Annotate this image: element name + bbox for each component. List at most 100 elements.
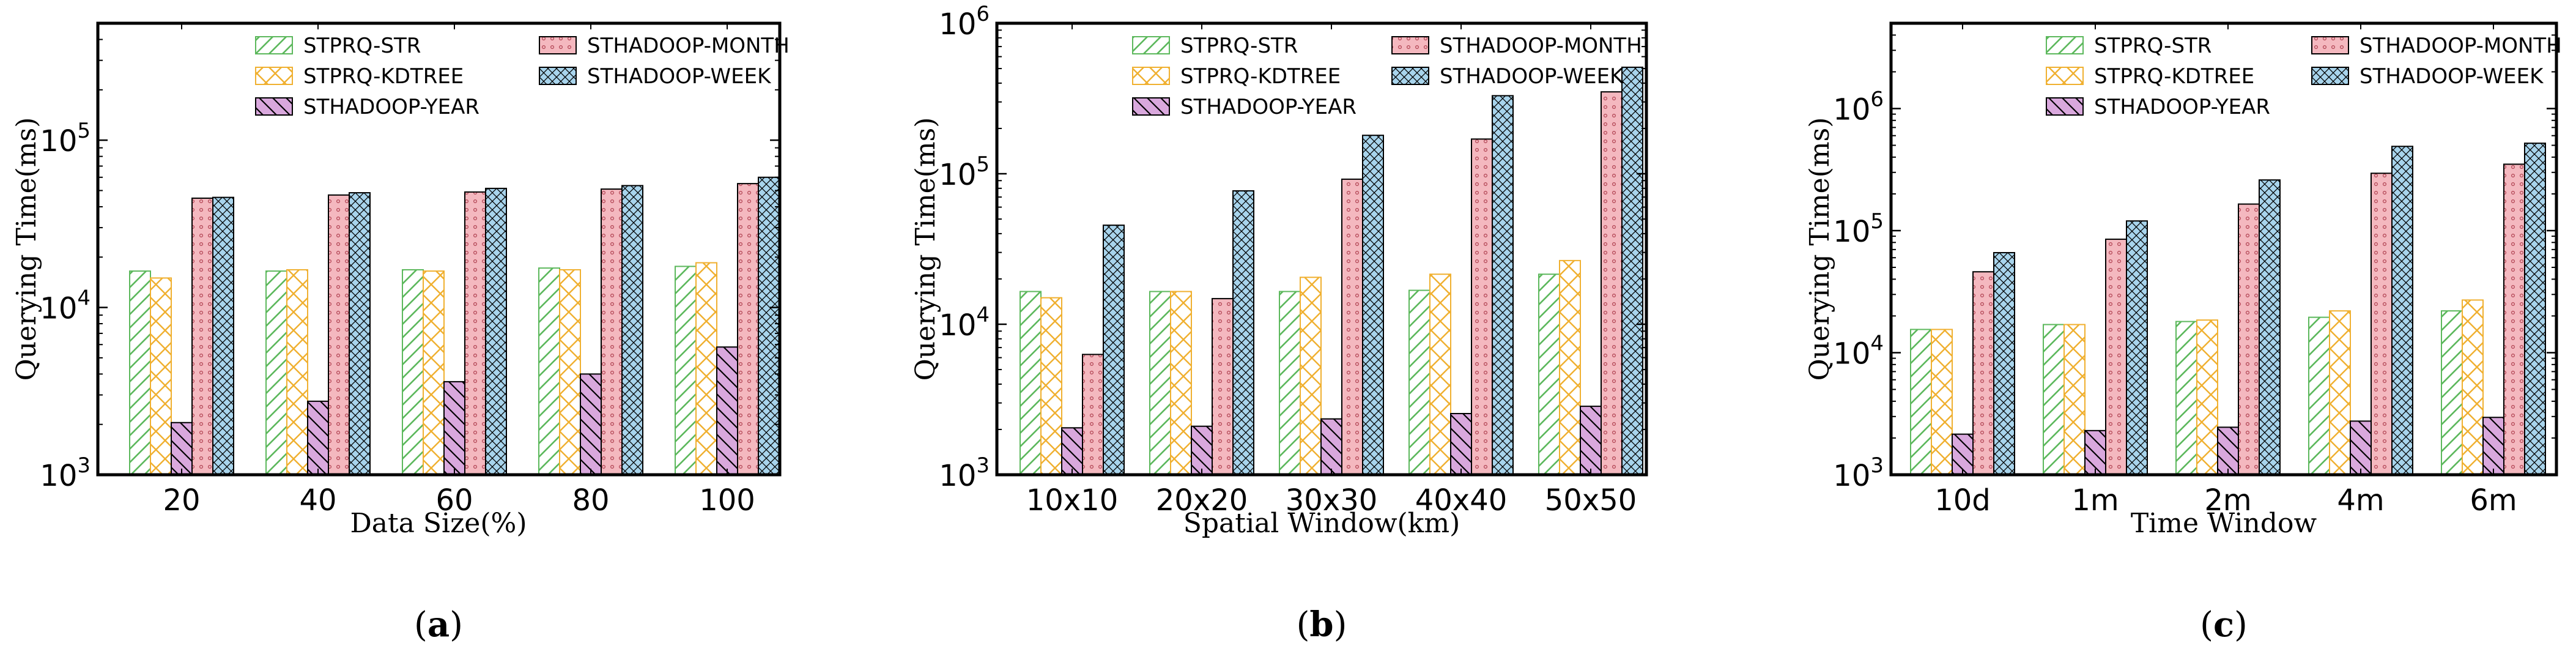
legend-swatch-a-sthadoop-week [539, 67, 577, 85]
legend-swatch-a-sthadoop-month [539, 36, 577, 54]
y-tick-label-b-6: 106 [939, 2, 990, 42]
y-tick-label-a-5: 105 [40, 119, 91, 158]
bar-a-stprq-kdtree-60 [423, 270, 445, 475]
legend-swatch-c-stprq-str [2046, 36, 2084, 54]
panel-c-bars [1910, 143, 2546, 476]
bar-a-stprq-str-60 [402, 269, 424, 475]
bar-b-stprq-kdtree-10x10 [1040, 297, 1062, 475]
bar-b-stprq-kdtree-20x20 [1170, 291, 1192, 475]
bar-b-sthadoop-month-50x50 [1601, 91, 1623, 476]
bar-b-sthadoop-month-40x40 [1471, 138, 1493, 475]
legend-label-c-stprq-kdtree: STPRQ-KDTREE [2094, 64, 2254, 89]
legend-swatch-c-stprq-kdtree [2046, 67, 2084, 85]
y-tick-exp-c-4: 4 [1870, 331, 1884, 355]
bar-c-stprq-str-4m [2308, 316, 2330, 476]
y-tick-label-a-3: 103 [40, 453, 91, 493]
bar-c-sthadoop-month-1m [2105, 239, 2127, 475]
bar-c-sthadoop-week-1m [2126, 220, 2148, 475]
y-tick-label-c-5: 105 [1833, 209, 1884, 249]
panel-c-caption-letter: c [2213, 604, 2234, 645]
bar-b-sthadoop-month-30x30 [1341, 178, 1363, 475]
legend-label-b-stprq-str: STPRQ-STR [1180, 34, 1298, 58]
panel-b-bars [1020, 66, 1643, 476]
panel-a-x-axis-label: Data Size(%) [350, 508, 527, 539]
bar-c-sthadoop-week-2m [2259, 179, 2281, 475]
legend-label-a-stprq-str: STPRQ-STR [303, 34, 421, 58]
legend-swatch-b-sthadoop-year [1132, 97, 1170, 116]
bar-a-stprq-kdtree-40 [286, 269, 308, 475]
legend-label-b-sthadoop-week: STHADOOP-WEEK [1440, 64, 1624, 89]
bar-a-sthadoop-year-80 [580, 373, 602, 476]
bar-a-sthadoop-year-20 [171, 422, 193, 475]
legend-label-a-sthadoop-month: STHADOOP-MONTH [587, 34, 790, 58]
x-tick-label-a-100: 100 [699, 483, 755, 518]
bar-b-sthadoop-year-50x50 [1580, 406, 1602, 475]
legend-swatch-a-stprq-str [255, 36, 293, 54]
bar-a-stprq-str-100 [675, 266, 697, 475]
panel-a-caption: (a) [414, 604, 463, 645]
bar-b-sthadoop-week-50x50 [1621, 66, 1643, 475]
panel-a-legend: STPRQ-STR STPRQ-KDTREE STHADOOP-YEAR STHADO… [255, 34, 790, 119]
bar-b-sthadoop-month-10x10 [1082, 354, 1104, 476]
bar-a-sthadoop-week-100 [758, 176, 780, 475]
bar-c-sthadoop-month-10d [1972, 271, 1994, 475]
legend-label-c-sthadoop-week: STHADOOP-WEEK [2359, 64, 2544, 89]
x-tick-label-a-60: 60 [435, 483, 473, 518]
bar-b-sthadoop-week-20x20 [1232, 190, 1254, 475]
y-tick-base-a-5: 10 [40, 124, 77, 158]
legend-swatch-b-sthadoop-week [1391, 67, 1429, 85]
bar-b-sthadoop-week-10x10 [1103, 225, 1125, 475]
panel-b-x-axis-label: Spatial Window(km) [1183, 508, 1460, 539]
bar-b-stprq-str-40x40 [1408, 289, 1430, 475]
bar-a-sthadoop-week-40 [349, 192, 371, 475]
bar-a-stprq-kdtree-100 [695, 262, 717, 475]
y-tick-base-b-4: 10 [939, 308, 976, 343]
panel-a-bars [129, 176, 780, 476]
x-tick-label-a-80: 80 [572, 483, 609, 518]
bar-c-sthadoop-week-10d [1993, 251, 2015, 475]
bar-c-stprq-kdtree-10d [1931, 329, 1953, 476]
panel-a-plot-frame [96, 21, 782, 477]
bar-c-stprq-kdtree-4m [2329, 310, 2351, 475]
y-tick-exp-b-4: 4 [976, 303, 990, 327]
legend-swatch-c-sthadoop-month [2311, 36, 2349, 54]
bar-b-stprq-str-20x20 [1149, 291, 1171, 475]
bar-b-sthadoop-year-20x20 [1191, 425, 1213, 476]
x-tick-label-a-40: 40 [299, 483, 336, 518]
panel-c-xticks: 10d 1m 2m 4m 6m [1934, 23, 2517, 518]
bar-c-stprq-kdtree-6m [2462, 299, 2484, 475]
x-tick-label-b-40x40: 40x40 [1415, 483, 1508, 518]
bar-b-sthadoop-week-40x40 [1492, 95, 1514, 476]
bar-c-sthadoop-month-4m [2371, 173, 2393, 475]
y-tick-label-c-4: 104 [1833, 331, 1884, 371]
bar-c-sthadoop-month-2m [2238, 203, 2260, 475]
bar-c-stprq-str-1m [2043, 324, 2065, 475]
bar-b-stprq-str-30x30 [1279, 291, 1301, 475]
legend-label-c-sthadoop-year: STHADOOP-YEAR [2094, 95, 2270, 119]
bar-b-sthadoop-year-30x30 [1320, 418, 1342, 475]
x-tick-label-c-10d: 10d [1934, 483, 1991, 518]
y-tick-exp-a-5: 5 [77, 119, 91, 143]
panel-b-caption-letter: b [1309, 604, 1333, 645]
panel-a-y-axis-label: Querying Time(ms) [11, 117, 42, 381]
legend-swatch-b-stprq-kdtree [1132, 67, 1170, 85]
x-tick-label-c-1m: 1m [2071, 483, 2119, 518]
bar-b-stprq-kdtree-40x40 [1429, 273, 1451, 475]
x-tick-label-b-20x20: 20x20 [1156, 483, 1248, 518]
bar-a-sthadoop-month-60 [464, 191, 486, 475]
y-tick-base-b-6: 10 [939, 7, 976, 42]
y-tick-base-c-6: 10 [1833, 92, 1870, 127]
bar-c-stprq-str-6m [2441, 310, 2463, 475]
panel-c-x-axis-label: Time Window [2131, 508, 2317, 539]
y-tick-base-c-5: 10 [1833, 215, 1870, 249]
panel-a-xticks: 20 40 60 80 100 [163, 23, 755, 518]
x-tick-label-c-2m: 2m [2204, 483, 2251, 518]
bar-a-sthadoop-year-60 [443, 381, 465, 475]
bar-c-sthadoop-week-6m [2524, 143, 2546, 476]
y-tick-base-b-3: 10 [939, 459, 976, 493]
legend-label-c-sthadoop-month: STHADOOP-MONTH [2359, 34, 2562, 58]
legend-label-c-stprq-str: STPRQ-STR [2094, 34, 2211, 58]
